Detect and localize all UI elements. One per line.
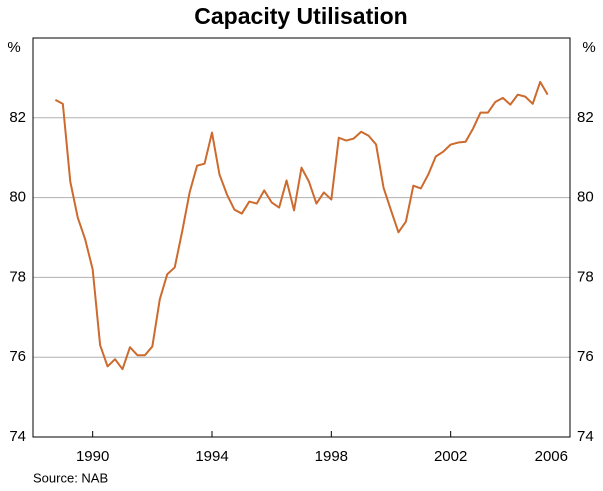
y2-tick-label: 74 (577, 428, 594, 445)
plot-frame (32, 37, 571, 438)
y-tick-label: 78 (9, 268, 26, 285)
y-tick-label: 82 (9, 109, 26, 126)
y2-tick-label: 76 (577, 348, 594, 365)
y2-tick-label: 80 (577, 189, 594, 206)
y-tick-label: 80 (9, 189, 26, 206)
y2-axis-label: % (582, 39, 595, 56)
x-tick-label: 1998 (315, 448, 348, 465)
data-line (54, 80, 549, 371)
x-tick-label: 2006 (535, 448, 568, 465)
y2-tick-label: 82 (577, 109, 594, 126)
x-tick-label: 1994 (195, 448, 228, 465)
chart-title: Capacity Utilisation (194, 3, 407, 29)
x-tick-label: 1990 (76, 448, 109, 465)
y-tick-label: 76 (9, 348, 26, 365)
x-tick-label: 2002 (434, 448, 467, 465)
source-note: Source: NAB (33, 470, 108, 485)
y-tick-label: 74 (9, 428, 26, 445)
y2-tick-label: 78 (577, 268, 594, 285)
y-axis-label: % (7, 39, 20, 56)
